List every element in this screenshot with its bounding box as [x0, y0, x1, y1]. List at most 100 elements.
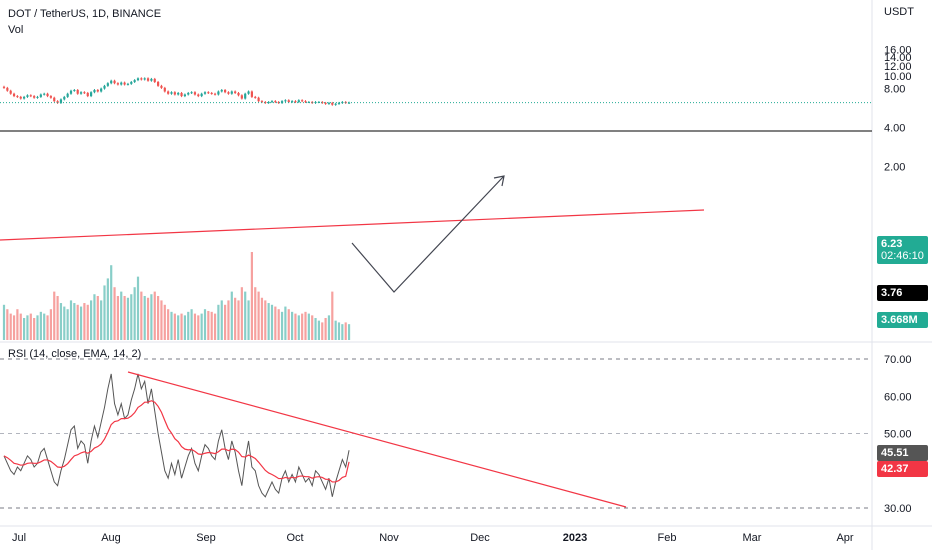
volume-bar — [133, 287, 136, 340]
candle-body — [187, 92, 190, 95]
volume-bar — [210, 311, 213, 340]
price-trendline — [0, 209, 705, 241]
candle-body — [250, 91, 253, 97]
candle-body — [33, 96, 36, 98]
candle-body — [334, 103, 337, 105]
candle-body — [193, 92, 197, 95]
volume-bar — [150, 294, 153, 340]
volume-bar — [227, 300, 230, 340]
candle-body — [267, 102, 270, 104]
volume-bar — [12, 315, 16, 340]
volume-bar — [90, 300, 93, 340]
volume-bar — [146, 297, 150, 340]
volume-bar — [19, 313, 22, 340]
volume-bar — [321, 322, 324, 340]
candle-body — [307, 102, 310, 104]
candle-body — [291, 101, 294, 103]
volume-bar — [79, 306, 83, 340]
volume-bar — [314, 318, 317, 340]
volume-bar — [240, 287, 243, 340]
volume-bar — [344, 322, 347, 340]
candle-body — [90, 92, 93, 97]
candle-body — [136, 78, 140, 81]
candle-body — [56, 101, 59, 103]
candle-body — [12, 93, 16, 97]
candle-body — [140, 78, 143, 80]
candle-body — [126, 83, 130, 85]
candle-body — [36, 96, 39, 98]
price-tick-label: 8.00 — [884, 84, 905, 96]
volume-bar — [311, 315, 314, 340]
volume-bar — [66, 309, 69, 340]
price-tick-label: 2.00 — [884, 162, 905, 174]
candle-body — [337, 102, 341, 104]
volume-bar — [224, 304, 227, 340]
candle-body — [69, 90, 73, 94]
candle-body — [237, 92, 240, 96]
volume-bar — [203, 309, 207, 340]
volume-bar — [307, 313, 310, 340]
volume-bar — [327, 315, 331, 340]
volume-bar — [341, 324, 344, 340]
volume-bar — [120, 291, 123, 340]
candle-body — [301, 100, 304, 102]
time-axis[interactable]: Jul Aug Sep Oct Nov Dec 2023 Feb Mar Apr — [12, 532, 854, 544]
candle-body — [227, 92, 230, 94]
rsi-trendline — [127, 371, 627, 508]
candle-body — [59, 99, 63, 103]
volume-bar — [2, 304, 6, 340]
volume-bar — [116, 296, 119, 340]
volume-bar — [237, 300, 240, 340]
volume-bar — [53, 291, 56, 340]
candle-body — [113, 80, 116, 84]
volume-bar — [187, 311, 190, 340]
candle-body — [244, 93, 247, 99]
candle-body — [6, 87, 9, 91]
volume-bar — [284, 306, 287, 340]
volume-bar — [230, 291, 233, 340]
volume-bar — [56, 296, 59, 340]
price-tick-label: 16.00 — [884, 45, 912, 57]
time-tick-label: Oct — [286, 532, 303, 544]
volume-bar — [83, 303, 86, 340]
volume-bar — [173, 313, 176, 340]
volume-bar — [113, 287, 116, 340]
volume-bar — [200, 313, 203, 340]
candle-body — [43, 93, 46, 95]
volume-bar — [126, 297, 130, 340]
candle-body — [270, 101, 274, 103]
candle-body — [66, 93, 69, 97]
time-tick-label: Apr — [836, 532, 853, 544]
candle-body — [331, 102, 334, 105]
rsi-tick-label: 30.00 — [884, 503, 912, 515]
rsi-legend[interactable]: RSI (14, close, EMA, 14, 2) — [8, 348, 142, 360]
candle-body — [347, 102, 351, 104]
candle-body — [110, 80, 113, 84]
volume-bar — [69, 300, 73, 340]
candle-body — [220, 90, 223, 92]
symbol-legend[interactable]: DOT / TetherUS, 1D, BINANCE — [8, 8, 162, 20]
candle-body — [324, 102, 327, 104]
volume-bar — [260, 297, 264, 340]
volume-bar — [39, 311, 42, 340]
candle-body — [321, 102, 324, 104]
rsi-value-badge: 45.51 — [877, 445, 928, 461]
drawing-tools[interactable] — [0, 102, 872, 293]
volume-bar — [304, 311, 307, 340]
candle-body — [213, 93, 217, 95]
rsi-tick-label: 70.00 — [884, 354, 912, 366]
volume-bar — [29, 313, 32, 340]
rsi-ma-line — [3, 400, 350, 483]
candle-body — [247, 91, 250, 94]
volume-legend[interactable]: Vol — [8, 24, 24, 36]
volume-bar — [257, 291, 260, 340]
candle-body — [39, 94, 42, 97]
time-tick-label: Mar — [743, 532, 762, 544]
rsi-pane — [0, 358, 872, 509]
candle-body — [210, 92, 213, 94]
price-tick-label: 10.00 — [884, 71, 912, 83]
last-price-value: 6.23 — [881, 238, 903, 250]
